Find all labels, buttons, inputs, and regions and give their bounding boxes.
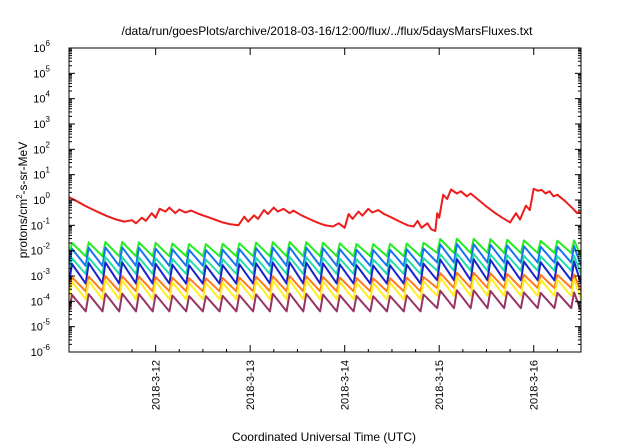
y-tick-label: 103 xyxy=(33,115,50,131)
y-tick-label: 10-3 xyxy=(31,267,51,283)
x-tick-label: 2018-3-13 xyxy=(245,360,257,410)
series-line-2 xyxy=(69,237,581,258)
y-tick-label: 10-6 xyxy=(31,343,51,359)
y-axis-title-rest: -s-sr-MeV xyxy=(16,142,30,195)
y-tick-label: 106 xyxy=(33,39,50,55)
x-tick-label: 2018-3-16 xyxy=(529,360,541,410)
series-line-5 xyxy=(69,258,581,285)
y-axis-title-main: protons/cm xyxy=(16,199,30,258)
series-line-3 xyxy=(69,243,581,267)
y-tick-label: 10-1 xyxy=(31,216,51,232)
y-tick-label: 101 xyxy=(33,166,50,182)
y-tick-label: 10-5 xyxy=(31,318,51,334)
x-tick-label: 2018-3-14 xyxy=(340,360,352,410)
series-group xyxy=(69,187,581,313)
series-line-6 xyxy=(69,271,581,293)
x-tick-label: 2018-3-12 xyxy=(151,360,163,410)
series-line-8 xyxy=(69,289,581,313)
y-axis: 10-6 10-5 10-4 10-3 10-2 10-1 100 101 102 103 104 1… xyxy=(31,39,581,359)
plot-area xyxy=(68,47,582,353)
series-line-7 xyxy=(69,275,581,301)
y-axis-title-sup: 2 xyxy=(15,194,24,199)
y-axis-title: protons/cm2-s-sr-MeV xyxy=(15,142,30,258)
y-tick-label: 102 xyxy=(33,140,50,156)
y-tick-label: 10-2 xyxy=(31,242,51,258)
chart-title: /data/run/goesPlots/archive/2018-03-16/1… xyxy=(122,24,534,38)
series-line-4 xyxy=(69,252,581,275)
series-line-1 xyxy=(69,187,581,232)
y-tick-label: 104 xyxy=(33,90,50,106)
x-axis-title: Coordinated Universal Time (UTC) xyxy=(232,430,416,444)
x-tick-label: 2018-3-15 xyxy=(434,360,446,410)
y-tick-label: 105 xyxy=(33,64,50,80)
y-tick-label: 10-4 xyxy=(31,292,51,308)
y-tick-label: 100 xyxy=(33,191,50,207)
x-axis: 2018-3-12 2018-3-13 2018-3-14 2018-3-15 2018… xyxy=(131,48,558,410)
